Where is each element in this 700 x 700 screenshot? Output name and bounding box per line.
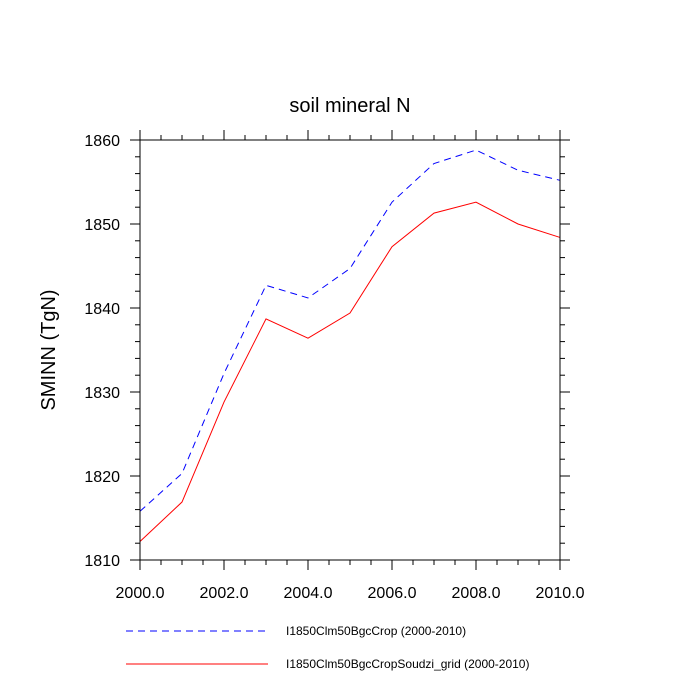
y-tick-label: 1840	[84, 301, 120, 318]
x-tick-label: 2008.0	[452, 585, 501, 602]
legend-label-2: I1850Clm50BgcCropSoudzi_grid (2000-2010)	[286, 657, 529, 671]
x-tick-label: 2002.0	[200, 585, 249, 602]
y-tick-label: 1860	[84, 133, 120, 150]
legend-label-1: I1850Clm50BgcCrop (2000-2010)	[286, 624, 466, 638]
y-tick-label: 1820	[84, 469, 120, 486]
chart-title: soil mineral N	[289, 95, 410, 117]
x-tick-label: 2010.0	[536, 585, 585, 602]
y-tick-label: 1810	[84, 553, 120, 570]
x-tick-label: 2006.0	[368, 585, 417, 602]
y-axis-label: SMINN (TgN)	[38, 289, 60, 410]
y-tick-label: 1830	[84, 385, 120, 402]
series-line-2	[139, 201, 561, 542]
plot-area: 2000.0 2002.0 2004.0 2006.0 2008.0 2010.0 1810…	[84, 130, 585, 602]
x-tick-label: 2004.0	[284, 585, 333, 602]
legend: I1850Clm50BgcCrop (2000-2010) I1850Clm50B…	[126, 624, 529, 671]
x-tick-label: 2000.0	[116, 585, 165, 602]
series-line-1	[139, 149, 561, 512]
y-tick-label: 1850	[84, 217, 120, 234]
plot-frame	[139, 139, 561, 561]
